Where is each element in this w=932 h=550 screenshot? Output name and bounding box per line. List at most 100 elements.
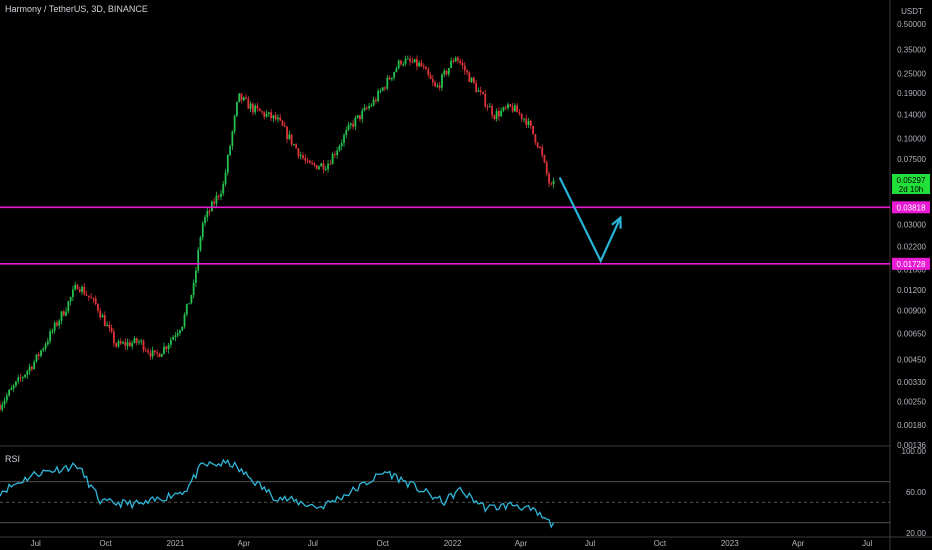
price-tick-label: 0.03000: [897, 221, 926, 230]
candle-body: [195, 270, 197, 283]
candle-body: [158, 353, 161, 357]
candle-body: [147, 350, 149, 353]
time-tick-label: Oct: [99, 539, 112, 548]
candle-body: [76, 284, 79, 290]
candle-body: [329, 163, 332, 165]
candle-body: [361, 110, 364, 120]
candle-body: [324, 168, 327, 170]
candle-body: [308, 160, 311, 164]
horizontal-levels[interactable]: [0, 206, 890, 265]
candle-body: [441, 74, 443, 88]
candle-body: [229, 146, 231, 156]
candle-body: [128, 342, 131, 347]
candle-body: [256, 105, 259, 109]
candle-body: [245, 97, 247, 99]
candle-body: [135, 338, 138, 343]
time-tick-label: Jul: [862, 539, 872, 548]
candle-body: [69, 297, 72, 302]
candle-body: [176, 333, 179, 336]
candle-body: [133, 338, 136, 343]
last-price-tag: [892, 173, 930, 194]
candle-body: [482, 91, 484, 94]
candle-body: [140, 340, 143, 342]
candle-body: [272, 115, 275, 119]
candle-body: [420, 62, 423, 67]
candle-body: [26, 370, 29, 375]
candle-body: [65, 311, 67, 316]
candle-body: [395, 68, 398, 73]
last-price-label: 0.05297: [897, 176, 926, 185]
price-tick-label: 0.00180: [897, 421, 926, 430]
candle-body: [85, 294, 88, 296]
candle-body: [263, 112, 266, 117]
price-tick-label: 0.50000: [897, 20, 926, 29]
rsi-series: [0, 458, 890, 529]
candle-body: [142, 340, 145, 351]
candle-body: [388, 77, 391, 80]
candle-body: [411, 61, 414, 63]
candle-body: [28, 366, 31, 371]
price-axis-currency: USDT: [901, 7, 923, 16]
candle-body: [404, 59, 407, 65]
price-tick-label: 0.35000: [897, 45, 926, 54]
candle-body: [425, 67, 427, 70]
candle-body: [149, 352, 152, 357]
candle-body: [390, 77, 393, 80]
candle-body: [416, 59, 418, 67]
candle-body: [17, 377, 20, 382]
candle-body: [206, 210, 209, 218]
candle-body: [35, 354, 38, 362]
candle-body: [523, 118, 525, 120]
candle-body: [192, 282, 195, 296]
candle-body: [226, 155, 229, 173]
candle-body: [436, 85, 439, 87]
candle-body: [163, 346, 165, 354]
candle-body: [302, 155, 304, 159]
candle-body: [179, 330, 181, 334]
candle-body: [46, 341, 49, 345]
candle-body: [292, 144, 295, 146]
last-price-countdown: 2d 10h: [899, 185, 923, 194]
candle-body: [516, 105, 519, 113]
candle-body: [445, 70, 448, 75]
candle-body: [42, 348, 45, 351]
projection-arrow[interactable]: [558, 177, 622, 264]
candle-body: [327, 163, 329, 169]
symbol-title[interactable]: Harmony / TetherUS, 3D, BINANCE: [5, 4, 148, 14]
candle-body: [283, 125, 286, 127]
candle-body: [217, 195, 220, 197]
level-price-tag: [892, 201, 930, 214]
candle-body: [5, 395, 8, 401]
candle-body: [539, 147, 541, 149]
candle-body: [356, 115, 359, 118]
candle-body: [24, 374, 26, 378]
candle-body: [0, 404, 1, 410]
candle-body: [33, 361, 36, 370]
rsi-tick-label: 20.00: [906, 529, 927, 538]
candle-body: [122, 342, 124, 344]
price-tick-label: 0.14000: [897, 111, 926, 120]
candle-body: [99, 310, 102, 318]
candle-body: [242, 97, 245, 101]
candle-body: [527, 120, 530, 125]
candle-body: [254, 105, 257, 113]
candle-body: [529, 120, 532, 126]
candle-body: [113, 331, 115, 344]
candle-body: [429, 74, 432, 80]
candle-body: [233, 115, 236, 132]
candle-body: [349, 123, 352, 125]
candle-body: [454, 57, 457, 62]
candle-body: [251, 103, 254, 113]
candle-body: [400, 60, 402, 65]
candle-body: [72, 289, 74, 298]
candle-body: [160, 353, 163, 357]
candle-body: [115, 343, 118, 347]
candle-body: [447, 68, 450, 75]
candle-body: [368, 106, 370, 109]
rsi-panel-label[interactable]: RSI: [5, 454, 21, 464]
candle-body: [484, 93, 487, 107]
candle-body: [183, 314, 186, 327]
candle-body: [379, 90, 382, 92]
candle-body: [215, 195, 218, 204]
